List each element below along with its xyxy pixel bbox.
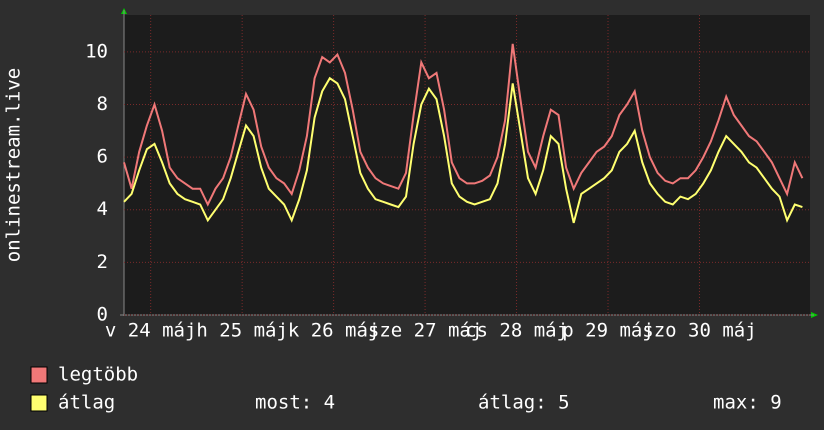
stat-label: max: 9 <box>713 392 782 414</box>
y-tick-label: 6 <box>97 146 108 168</box>
x-tick-label: szo 30 máj <box>642 320 756 342</box>
x-tick-label: p 29 máj <box>562 320 654 342</box>
legend-swatch <box>30 366 48 384</box>
stat-label: most: 4 <box>255 392 335 414</box>
plot-area <box>124 15 810 315</box>
x-tick-label: cs 28 máj <box>465 320 568 342</box>
x-tick-label: sze 27 máj <box>368 320 482 342</box>
line <box>123 43 804 207</box>
y-tick-label: 2 <box>97 251 108 273</box>
y-tick-label: 8 <box>97 93 108 115</box>
y-axis-label: onlinestream.live <box>3 68 25 262</box>
legend-label: legtöbb <box>58 364 138 386</box>
legend-swatch <box>30 394 48 412</box>
axis-arrow <box>811 312 818 318</box>
y-tick-label: 0 <box>97 304 108 326</box>
line <box>123 76 803 224</box>
y-tick-label: 4 <box>97 198 108 220</box>
x-tick-label: v 24 máj <box>105 320 197 342</box>
x-tick-label: h 25 máj <box>196 320 288 342</box>
x-tick-label: k 26 máj <box>288 320 380 342</box>
y-tick-label: 10 <box>85 40 108 62</box>
legend-label: átlag <box>58 392 115 414</box>
stat-label: átlag: 5 <box>478 392 570 414</box>
